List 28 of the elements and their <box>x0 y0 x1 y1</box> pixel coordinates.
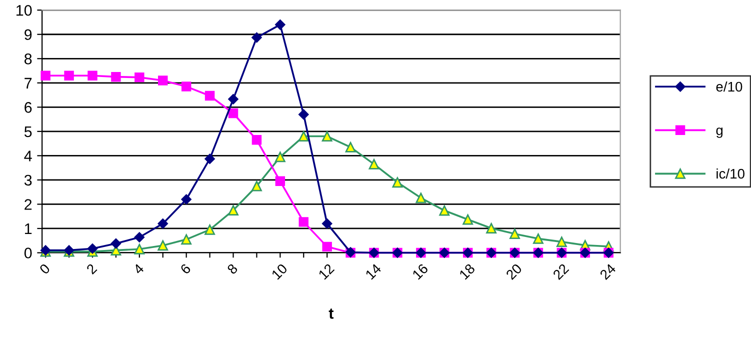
x-tick-label: 0 <box>38 263 51 275</box>
x-axis-title: t <box>328 308 334 319</box>
y-tick-label: 7 <box>24 78 32 88</box>
x-tick-label: 24 <box>599 263 616 280</box>
x-tick-label: 8 <box>226 263 238 275</box>
legend-label: ic/10 <box>716 168 744 179</box>
y-tick-label: 3 <box>24 174 32 186</box>
x-tick-label: 22 <box>552 263 570 280</box>
legend-label: g <box>716 128 723 138</box>
x-tick-label: 2 <box>86 263 98 275</box>
y-tick-label: 0 <box>24 248 32 258</box>
x-tick-label: 6 <box>180 263 192 275</box>
x-tick-label: 14 <box>365 263 382 280</box>
y-tick-label: 5 <box>24 126 32 138</box>
y-tick-label: 9 <box>24 29 32 40</box>
y-tick-label: 8 <box>24 54 32 64</box>
y-tick-label: 10 <box>16 4 32 16</box>
y-tick-label: 2 <box>24 199 32 210</box>
x-tick-label: 12 <box>318 263 335 280</box>
legend-label: e/10 <box>716 81 742 92</box>
y-tick-label: 1 <box>25 224 32 234</box>
x-tick-label: 10 <box>271 263 288 280</box>
x-tick-label: 4 <box>132 263 144 275</box>
x-tick-label: 16 <box>412 263 429 280</box>
x-tick-label: 20 <box>505 263 522 280</box>
y-tick-label: 4 <box>24 150 32 162</box>
x-tick-label: 18 <box>458 263 476 280</box>
y-tick-label: 6 <box>24 102 32 113</box>
